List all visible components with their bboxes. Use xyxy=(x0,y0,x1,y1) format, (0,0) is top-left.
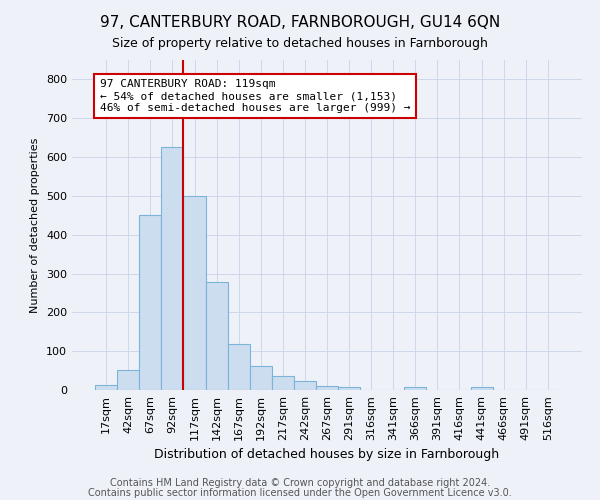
Bar xyxy=(117,370,139,390)
Bar xyxy=(272,376,294,390)
Bar xyxy=(316,386,338,390)
X-axis label: Distribution of detached houses by size in Farnborough: Distribution of detached houses by size … xyxy=(154,448,500,462)
Bar xyxy=(470,388,493,390)
Bar xyxy=(95,386,117,390)
Bar xyxy=(338,388,360,390)
Bar xyxy=(250,366,272,390)
Bar xyxy=(139,216,161,390)
Bar xyxy=(294,382,316,390)
Bar xyxy=(206,282,227,390)
Text: Contains HM Land Registry data © Crown copyright and database right 2024.: Contains HM Land Registry data © Crown c… xyxy=(110,478,490,488)
Y-axis label: Number of detached properties: Number of detached properties xyxy=(31,138,40,312)
Bar xyxy=(184,196,206,390)
Bar xyxy=(161,148,184,390)
Text: Size of property relative to detached houses in Farnborough: Size of property relative to detached ho… xyxy=(112,38,488,51)
Bar xyxy=(404,388,427,390)
Text: 97, CANTERBURY ROAD, FARNBOROUGH, GU14 6QN: 97, CANTERBURY ROAD, FARNBOROUGH, GU14 6… xyxy=(100,15,500,30)
Bar xyxy=(227,344,250,390)
Text: Contains public sector information licensed under the Open Government Licence v3: Contains public sector information licen… xyxy=(88,488,512,498)
Text: 97 CANTERBURY ROAD: 119sqm
← 54% of detached houses are smaller (1,153)
46% of s: 97 CANTERBURY ROAD: 119sqm ← 54% of deta… xyxy=(100,80,410,112)
